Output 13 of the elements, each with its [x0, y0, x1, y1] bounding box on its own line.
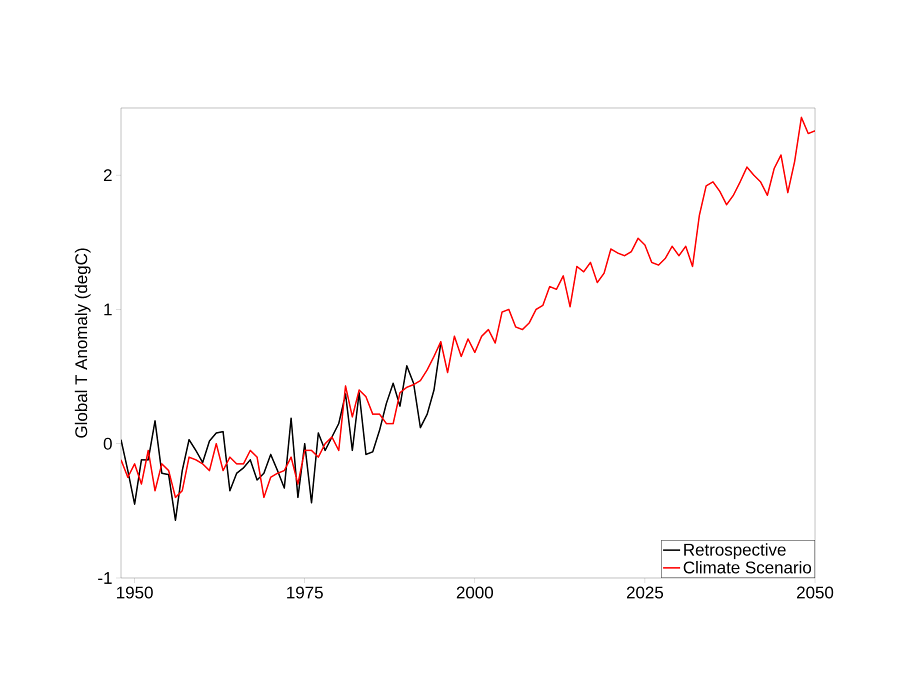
x-tick-label: 2000 — [456, 586, 493, 599]
y-tick-label: 1 — [104, 304, 112, 316]
x-tick-label: 1975 — [287, 586, 323, 599]
y-tick-label: 2 — [104, 169, 112, 182]
line-series — [121, 116, 816, 498]
x-tick-label: 2025 — [626, 586, 664, 599]
y-axis-title: Global T Anomaly (degC) — [74, 248, 91, 438]
legend-label: Climate Scenario — [684, 561, 812, 574]
y-tick-label: 0 — [104, 438, 112, 450]
y-tick-label: -1 — [98, 572, 112, 584]
x-tick-label: 1950 — [117, 586, 153, 599]
legend-label: Retrospective — [684, 543, 786, 560]
x-tick-label: 2050 — [797, 586, 834, 599]
